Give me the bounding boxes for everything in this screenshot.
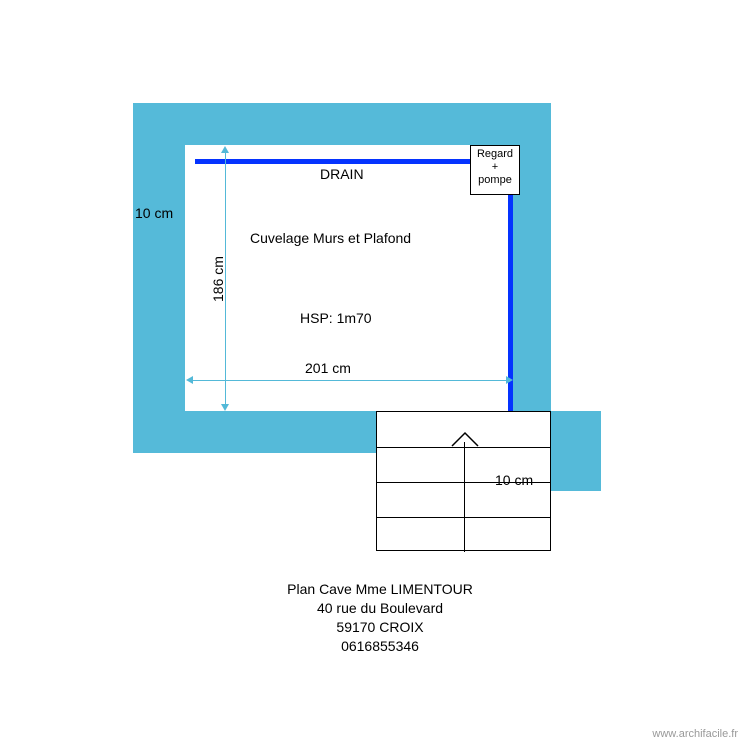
dim-height-arrow-top bbox=[221, 146, 229, 153]
regard-line1: Regard bbox=[471, 148, 519, 161]
stair-direction-arrowhead bbox=[450, 430, 480, 448]
hsp-label: HSP: 1m70 bbox=[300, 310, 372, 326]
cuvelage-label: Cuvelage Murs et Plafond bbox=[250, 230, 411, 246]
stair-direction-shaft bbox=[464, 442, 465, 552]
watermark: www.archifacile.fr bbox=[652, 728, 738, 740]
dim-width-label: 201 cm bbox=[305, 360, 351, 376]
dim-height-arrow-bottom bbox=[221, 404, 229, 411]
regard-line3: pompe bbox=[471, 174, 519, 187]
dim-width-line bbox=[192, 380, 506, 381]
drain-label: DRAIN bbox=[320, 166, 364, 182]
dim-stairs-label: 10 cm bbox=[495, 472, 533, 488]
dim-width-arrow-left bbox=[186, 376, 193, 384]
drain-pipe-horizontal bbox=[195, 159, 470, 164]
dim-wall-left-label: 10 cm bbox=[135, 205, 173, 221]
regard-line2: + bbox=[471, 161, 519, 174]
plan-caption: Plan Cave Mme LIMENTOUR 40 rue du Boulev… bbox=[230, 580, 530, 656]
caption-line3: 59170 CROIX bbox=[230, 618, 530, 637]
caption-line4: 0616855346 bbox=[230, 637, 530, 656]
wall-jog bbox=[551, 411, 601, 491]
caption-line2: 40 rue du Boulevard bbox=[230, 599, 530, 618]
dim-width-arrow-right bbox=[506, 376, 513, 384]
dim-height-label: 186 cm bbox=[210, 256, 226, 302]
regard-box: Regard + pompe bbox=[470, 145, 520, 195]
caption-line1: Plan Cave Mme LIMENTOUR bbox=[230, 580, 530, 599]
